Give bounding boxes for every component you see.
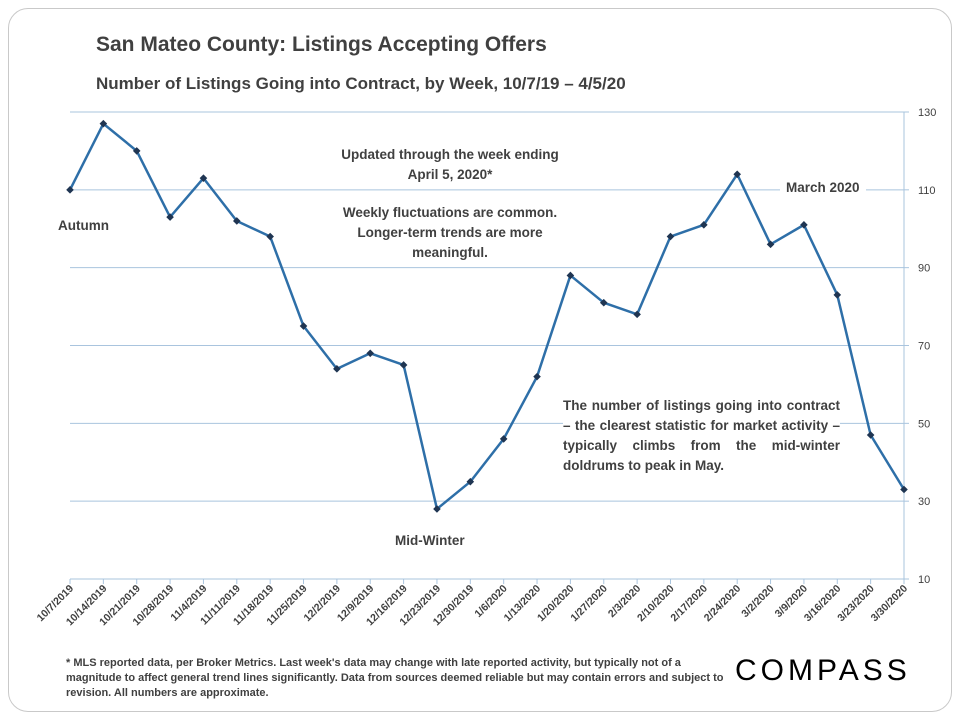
- data-point-marker: [366, 349, 375, 358]
- y-tick-label: 10: [918, 574, 930, 586]
- data-point-marker: [733, 170, 741, 179]
- data-point-marker: [499, 435, 508, 443]
- y-tick-label: 110: [918, 185, 936, 197]
- y-tick-label: 50: [918, 418, 930, 430]
- data-point-marker: [666, 232, 675, 241]
- data-point-marker: [766, 240, 775, 249]
- data-point-marker: [466, 477, 475, 486]
- annotation-trend: The number of listings going into contra…: [563, 396, 840, 476]
- data-point-marker: [233, 217, 241, 225]
- chart-title: San Mateo County: Listings Accepting Off…: [96, 33, 547, 56]
- x-tick-label: 1/27/2020: [568, 583, 610, 625]
- annotation-midwinter: Mid-Winter: [395, 533, 465, 548]
- data-point-marker: [132, 147, 141, 155]
- x-tick-label: 3/30/2020: [869, 583, 911, 625]
- data-point-marker: [433, 505, 441, 513]
- data-point-marker: [833, 291, 842, 299]
- slide-frame: [8, 8, 952, 712]
- y-tick-labels: 10 30 50 70 90 110 130: [918, 107, 936, 586]
- data-point-marker: [533, 372, 541, 381]
- annotation-fluctuations: Weekly fluctuations are common. Longer-t…: [340, 203, 560, 263]
- annotation-march: March 2020: [780, 178, 866, 198]
- compass-logo: COMPASS: [735, 654, 911, 687]
- x-tick-labels: 10/7/201910/14/201910/21/201910/28/20191…: [35, 583, 911, 629]
- annotation-autumn: Autumn: [58, 218, 109, 233]
- data-point-marker: [66, 186, 74, 194]
- axes: [69, 111, 909, 584]
- data-point-marker: [399, 361, 408, 369]
- data-point-marker: [266, 232, 274, 241]
- data-point-marker: [166, 213, 174, 221]
- series-listings: [66, 119, 908, 513]
- footnote: * MLS reported data, per Broker Metrics.…: [66, 657, 724, 699]
- y-tick-label: 30: [918, 496, 930, 508]
- y-tick-label: 90: [918, 263, 930, 275]
- chart-subtitle: Number of Listings Going into Contract, …: [96, 74, 626, 93]
- data-point-marker: [199, 174, 208, 182]
- data-point-marker: [566, 271, 575, 280]
- x-tick-label: 2/24/2020: [702, 583, 744, 625]
- annotation-updated: Updated through the week ending April 5,…: [340, 145, 560, 185]
- x-tick-label: 3/2/2020: [739, 583, 776, 620]
- data-point-marker: [900, 485, 908, 494]
- y-tick-label: 70: [918, 341, 930, 353]
- data-point-marker: [299, 322, 308, 330]
- data-point-marker: [866, 431, 875, 439]
- data-point-marker: [599, 298, 608, 307]
- y-tick-label: 130: [918, 107, 936, 119]
- data-point-marker: [633, 310, 641, 319]
- data-point-marker: [99, 119, 108, 128]
- data-point-marker: [800, 221, 808, 229]
- gridlines: [70, 111, 904, 502]
- series-line: [68, 122, 906, 511]
- data-point-marker: [333, 365, 341, 373]
- data-point-marker: [700, 221, 708, 229]
